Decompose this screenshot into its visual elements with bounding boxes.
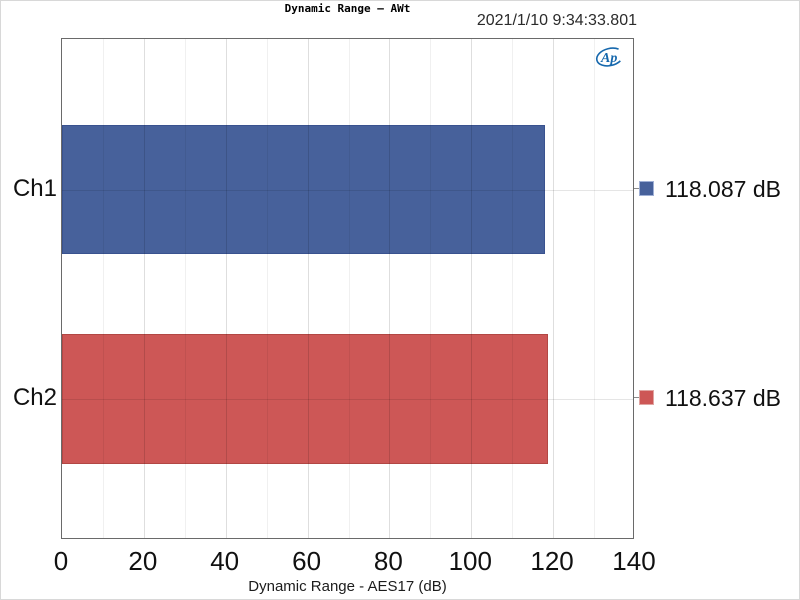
x-tick-label-120: 120 xyxy=(530,546,574,576)
legend-swatch-ch1 xyxy=(639,180,654,196)
legend-value-ch1: 118.087 dB xyxy=(665,175,781,202)
major-gridline xyxy=(471,39,473,538)
minor-gridline xyxy=(430,39,432,538)
x-tick-label-60: 60 xyxy=(292,546,322,576)
bar-ch2 xyxy=(62,334,548,464)
x-tick-label-20: 20 xyxy=(128,546,158,576)
major-gridline xyxy=(389,39,391,538)
minor-gridline xyxy=(512,39,514,538)
legend-swatch-ch2 xyxy=(639,390,654,405)
plot-area: Ap xyxy=(61,38,634,539)
major-gridline xyxy=(553,39,555,538)
bar-ch1 xyxy=(62,125,546,254)
x-tick-label-100: 100 xyxy=(448,546,492,576)
minor-gridline xyxy=(184,39,186,538)
timestamp: 2021/1/10 9:34:33.801 xyxy=(476,12,637,29)
category-label-ch1: Ch1 xyxy=(12,174,57,202)
minor-gridline xyxy=(594,39,596,538)
horizontal-gridline xyxy=(62,399,633,400)
x-tick-label-140: 140 xyxy=(612,546,656,576)
minor-gridline xyxy=(348,39,350,538)
x-tick-label-80: 80 xyxy=(373,546,403,576)
legend-tick-line xyxy=(634,397,639,398)
category-label-ch2: Ch2 xyxy=(12,384,57,411)
horizontal-gridline xyxy=(62,189,633,191)
audio-precision-logo-icon: Ap xyxy=(593,44,627,75)
svg-text:Ap: Ap xyxy=(600,51,617,66)
major-gridline xyxy=(225,39,227,538)
minor-gridline xyxy=(102,39,104,538)
x-axis-title: Dynamic Range - AES17 (dB) xyxy=(248,578,447,595)
major-gridline xyxy=(143,39,145,538)
x-tick-label-0: 0 xyxy=(53,546,69,576)
major-gridline xyxy=(307,39,309,538)
chart-title: Dynamic Range — AWt xyxy=(284,2,411,15)
legend-value-ch2: 118.637 dB xyxy=(665,385,781,411)
x-tick-label-40: 40 xyxy=(210,546,240,576)
minor-gridline xyxy=(266,39,268,538)
legend-tick-line xyxy=(634,187,639,189)
